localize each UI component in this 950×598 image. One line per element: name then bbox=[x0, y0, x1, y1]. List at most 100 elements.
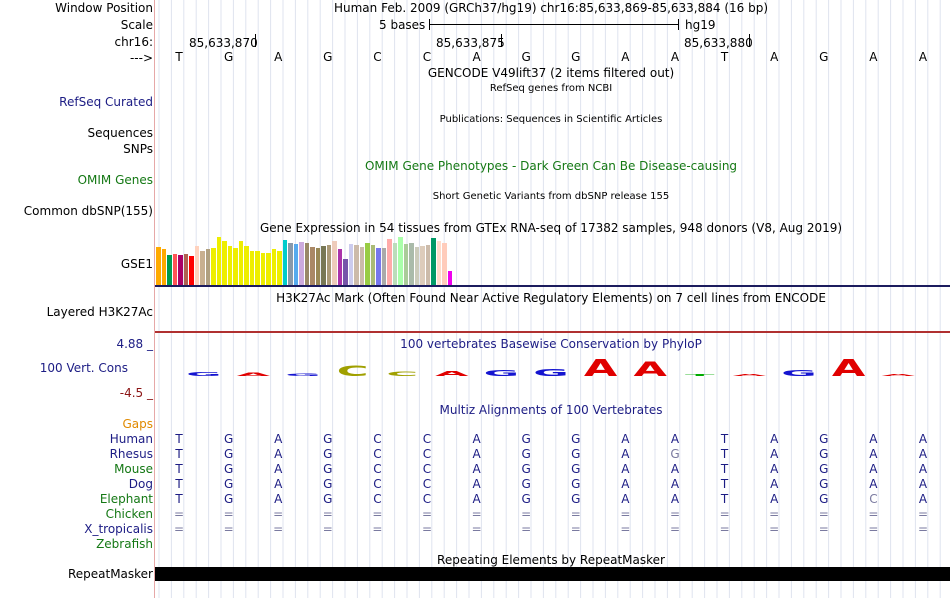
gtex-tissue-bar[interactable] bbox=[233, 248, 238, 285]
alignment-base: = bbox=[570, 507, 581, 521]
sequences-track-label[interactable]: Sequences bbox=[87, 126, 153, 140]
gtex-tissue-bar[interactable] bbox=[387, 239, 392, 285]
gtex-tissue-bar[interactable] bbox=[277, 251, 282, 285]
gtex-tissue-bar[interactable] bbox=[244, 246, 249, 285]
gtex-tissue-bar[interactable] bbox=[200, 251, 205, 285]
gtex-tissue-bar[interactable] bbox=[183, 254, 188, 285]
gtex-tissue-bar[interactable] bbox=[260, 253, 265, 285]
gtex-tissue-bar[interactable] bbox=[304, 243, 309, 285]
alignment-base: C bbox=[373, 432, 382, 446]
alignment-base: G bbox=[521, 477, 531, 491]
gse1-track-label[interactable]: GSE1 bbox=[120, 257, 153, 271]
refseq-track-label[interactable]: RefSeq Curated bbox=[59, 95, 153, 109]
snps-track-label[interactable]: SNPs bbox=[123, 142, 153, 156]
gtex-tissue-bar[interactable] bbox=[310, 247, 315, 285]
gtex-tissue-bar[interactable] bbox=[315, 248, 320, 285]
alignment-base: C bbox=[422, 477, 432, 491]
gtex-tissue-bar[interactable] bbox=[249, 251, 254, 285]
gtex-tissue-bar[interactable] bbox=[172, 254, 177, 285]
gtex-tissue-bar[interactable] bbox=[354, 245, 359, 285]
alignment-base: A bbox=[770, 432, 779, 446]
gtex-tissue-bar[interactable] bbox=[211, 248, 216, 285]
gtex-tissue-bar[interactable] bbox=[167, 255, 172, 285]
species-label[interactable]: Chicken bbox=[105, 507, 153, 521]
gtex-tissue-bar[interactable] bbox=[222, 241, 227, 285]
gtex-tissue-bar[interactable] bbox=[282, 240, 287, 285]
gtex-tissue-bar[interactable] bbox=[442, 243, 447, 285]
gtex-tissue-bar[interactable] bbox=[343, 259, 348, 285]
strand-label[interactable]: ---> bbox=[129, 51, 153, 65]
gtex-tissue-bar[interactable] bbox=[255, 251, 260, 285]
alignment-base: G bbox=[571, 477, 581, 491]
gtex-tissue-bar[interactable] bbox=[194, 246, 199, 285]
gtex-tissue-bar[interactable] bbox=[447, 271, 452, 285]
gtex-tissue-bar[interactable] bbox=[425, 245, 430, 285]
cons-track-label[interactable]: 100 Vert. Cons bbox=[39, 361, 128, 375]
gtex-tissue-bar[interactable] bbox=[337, 249, 342, 285]
h3k27ac-track-label[interactable]: Layered H3K27Ac bbox=[46, 305, 153, 319]
gtex-tissue-bar[interactable] bbox=[293, 244, 298, 285]
alignment-base: A bbox=[472, 432, 481, 446]
dbsnp-track-label[interactable]: Common dbSNP(155) bbox=[23, 204, 153, 218]
species-label[interactable]: Elephant bbox=[99, 492, 153, 506]
gtex-tissue-bar[interactable] bbox=[156, 247, 161, 285]
gtex-tissue-bar[interactable] bbox=[238, 241, 243, 285]
gtex-tissue-bar[interactable] bbox=[178, 255, 183, 285]
scale-bar bbox=[429, 24, 679, 25]
chrom-label: chr16: bbox=[114, 35, 153, 49]
gtex-tissue-bar[interactable] bbox=[332, 241, 337, 285]
gtex-tissue-bar[interactable] bbox=[326, 245, 331, 285]
gtex-tissue-bar[interactable] bbox=[370, 245, 375, 285]
gtex-tissue-bar[interactable] bbox=[321, 246, 326, 285]
alignment-base: G bbox=[223, 462, 234, 476]
reference-base: A bbox=[472, 50, 481, 64]
gtex-tissue-bar[interactable] bbox=[266, 253, 271, 285]
gtex-tissue-bar[interactable] bbox=[216, 237, 221, 285]
alignment-base: = bbox=[273, 507, 284, 521]
alignment-base: = bbox=[669, 522, 681, 536]
conservation-letter: C bbox=[386, 370, 418, 378]
species-label[interactable]: Rhesus bbox=[109, 447, 153, 461]
gtex-tissue-bar[interactable] bbox=[431, 238, 436, 285]
reference-base: A bbox=[274, 50, 283, 64]
omim-track-label[interactable]: OMIM Genes bbox=[77, 173, 153, 187]
gtex-tissue-bar[interactable] bbox=[348, 244, 353, 285]
gtex-tissue-bar[interactable] bbox=[227, 246, 232, 285]
gtex-tissue-bar[interactable] bbox=[392, 243, 397, 285]
alignment-base: A bbox=[670, 477, 680, 491]
gtex-tissue-bar[interactable] bbox=[189, 256, 194, 285]
alignment-base: A bbox=[918, 447, 928, 461]
species-label[interactable]: X_tropicalis bbox=[84, 522, 153, 536]
gtex-tissue-bar[interactable] bbox=[398, 237, 403, 285]
gtex-tissue-bar[interactable] bbox=[299, 242, 304, 285]
species-label[interactable]: Human bbox=[109, 432, 153, 446]
gtex-tissue-bar[interactable] bbox=[436, 241, 441, 285]
track-area[interactable]: Human Feb. 2009 (GRCh37/hg19) chr16:85,6… bbox=[155, 0, 950, 598]
publications-title: Publications: Sequences in Scientific Ar… bbox=[439, 114, 663, 125]
base-grid bbox=[158, 0, 941, 598]
repeatmasker-track-label[interactable]: RepeatMasker bbox=[67, 567, 153, 581]
label-divider bbox=[154, 0, 155, 598]
gtex-bar-chart[interactable] bbox=[155, 236, 950, 285]
alignment-base: A bbox=[869, 447, 878, 461]
gtex-tissue-bar[interactable] bbox=[271, 249, 276, 285]
gtex-tissue-bar[interactable] bbox=[414, 247, 419, 285]
alignment-base: G bbox=[323, 447, 333, 461]
gtex-tissue-bar[interactable] bbox=[420, 246, 425, 285]
species-label[interactable]: Zebrafish bbox=[96, 537, 153, 551]
gtex-tissue-bar[interactable] bbox=[376, 248, 381, 285]
alignment-base: = bbox=[818, 522, 829, 536]
alignment-base: A bbox=[770, 447, 779, 461]
gtex-tissue-bar[interactable] bbox=[365, 243, 370, 285]
gtex-tissue-bar[interactable] bbox=[409, 243, 414, 285]
gtex-tissue-bar[interactable] bbox=[359, 247, 364, 285]
species-label[interactable]: Dog bbox=[128, 477, 153, 491]
gtex-tissue-bar[interactable] bbox=[288, 243, 293, 285]
species-label[interactable]: Mouse bbox=[114, 462, 153, 476]
gtex-tissue-bar[interactable] bbox=[161, 249, 166, 285]
gtex-tissue-bar[interactable] bbox=[205, 249, 210, 285]
repeatmasker-element[interactable] bbox=[155, 567, 950, 581]
gtex-tissue-bar[interactable] bbox=[403, 244, 408, 285]
gtex-tissue-bar[interactable] bbox=[381, 248, 386, 285]
